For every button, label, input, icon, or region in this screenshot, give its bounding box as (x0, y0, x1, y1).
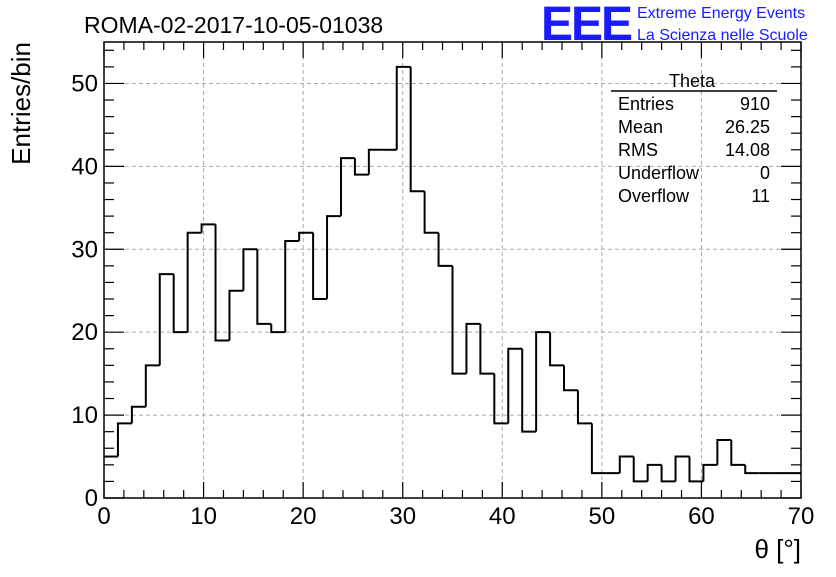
histogram-bin (339, 157, 355, 217)
stats-row-label: Underflow (618, 163, 700, 183)
x-tick-label: 0 (97, 503, 110, 530)
stats-row-value: 11 (751, 186, 770, 206)
plot-frame (103, 41, 802, 499)
histogram-bin (521, 348, 537, 433)
y-tick-label: 50 (71, 70, 98, 97)
histogram-bin (493, 373, 509, 425)
histogram-bin (228, 289, 244, 341)
stats-row-label: Overflow (618, 186, 690, 206)
y-tick-label: 20 (71, 319, 98, 346)
x-tick-labels: 0 10 20 30 40 50 60 70 (97, 503, 814, 530)
histogram-bin (479, 323, 495, 375)
histogram-bin (632, 456, 648, 483)
histogram-bin (144, 364, 160, 407)
histogram-bin (730, 439, 746, 466)
tick-layer (103, 42, 802, 499)
x-tick-label: 70 (788, 503, 815, 530)
logo-letters: EEE (541, 0, 632, 51)
stats-row-value: 910 (740, 94, 770, 114)
y-tick-label: 40 (71, 153, 98, 180)
grid-layer (104, 42, 801, 498)
histogram-bin (702, 463, 718, 482)
histogram-bin (130, 405, 146, 424)
histogram-bin (242, 248, 258, 291)
y-tick-label: 0 (85, 485, 98, 512)
histogram-bin (465, 322, 481, 374)
stats-box-title: Theta (669, 71, 716, 91)
histogram-bin (646, 463, 662, 482)
histogram-bin (298, 231, 314, 241)
stats-row-value: 14.08 (725, 140, 770, 160)
histogram-bin (116, 422, 132, 457)
stats-row-label: RMS (618, 140, 658, 160)
histogram-bin (312, 232, 328, 301)
histogram-bin (284, 239, 300, 333)
stats-row-value: 0 (760, 163, 770, 183)
histogram-bin (423, 191, 439, 234)
x-tick-label: 40 (489, 503, 516, 530)
histogram-bin (618, 455, 634, 474)
x-tick-label: 10 (190, 503, 217, 530)
logo-line-2: La Scienza nelle Scuole (637, 27, 808, 44)
stats-row-label: Entries (618, 94, 674, 114)
histogram-bin (409, 66, 425, 193)
histogram-bin (186, 231, 202, 333)
y-axis-title: Entries/bin (6, 42, 36, 165)
histogram-bin (660, 464, 676, 483)
histogram-bin (353, 158, 369, 176)
logo-line-1: Extreme Energy Events (637, 5, 805, 22)
x-tick-label: 20 (290, 503, 317, 530)
histogram-bin (200, 223, 216, 233)
histogram-bin (256, 249, 272, 325)
histogram-bin (507, 347, 523, 424)
histogram-bin (549, 332, 565, 367)
histogram-bin (367, 148, 383, 175)
histogram-bin (674, 455, 690, 482)
histogram-bin (716, 438, 732, 465)
chart-title: ROMA-02-2017-10-05-01038 (84, 12, 383, 38)
histogram-bin (576, 390, 592, 425)
histogram-bin (326, 215, 341, 300)
x-axis-title: θ [°] (754, 534, 801, 564)
histogram-layer (104, 65, 801, 483)
y-tick-label: 10 (71, 402, 98, 429)
histogram-bin (590, 423, 606, 475)
histogram-bin (395, 65, 411, 150)
histogram-bin (270, 323, 286, 334)
histogram-bin (172, 274, 188, 334)
x-tick-label: 30 (389, 503, 416, 530)
eee-logo: EEE Extreme Energy Events La Scienza nel… (541, 0, 808, 51)
histogram-bin (535, 331, 551, 432)
x-tick-label: 60 (688, 503, 715, 530)
histogram-bin (214, 224, 230, 342)
stats-rows: Entries 910 Mean 26.25 RMS 14.08 Underflow 0 Ove… (618, 94, 770, 206)
histogram-bin (437, 232, 453, 267)
y-tick-labels: 0 10 20 30 40 50 (71, 70, 98, 512)
y-tick-label: 30 (71, 236, 98, 263)
histogram-bin (563, 365, 578, 392)
histogram-bin (688, 456, 704, 483)
x-tick-label: 50 (589, 503, 616, 530)
histogram-bin (451, 265, 467, 375)
stats-box: Theta Entries 910 Mean 26.25 RMS 14.08 Underfl… (611, 71, 777, 206)
histogram-bin (744, 464, 760, 475)
stats-row-value: 26.25 (725, 117, 770, 137)
histogram-bin (158, 273, 174, 366)
stats-row-label: Mean (618, 117, 663, 137)
